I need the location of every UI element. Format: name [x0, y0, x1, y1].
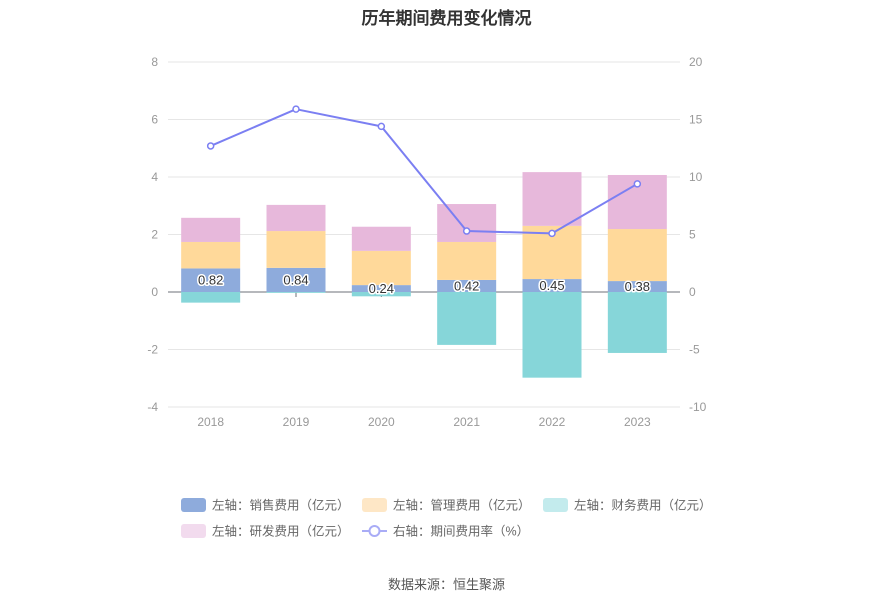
- legend-item-rnd[interactable]: 左轴：研发费用（亿元）: [181, 524, 350, 539]
- legend-swatch-icon: [362, 498, 387, 512]
- left-y-axis: 8 6 4 2 0 -2 -4: [147, 55, 158, 414]
- data-label-sales-2022: 0.45: [539, 278, 564, 293]
- legend-item-finance[interactable]: 左轴：财务费用（亿元）: [543, 498, 712, 513]
- line-point-expense-ratio-2022: [548, 229, 556, 238]
- data-label-sales-2020: 0.24: [369, 281, 394, 296]
- left-axis-tick-label: 6: [151, 113, 158, 127]
- left-axis-tick-label: 8: [151, 55, 158, 69]
- legend-label: 左轴：研发费用（亿元）: [212, 524, 350, 539]
- left-axis-tick-label: -4: [147, 400, 158, 414]
- legend-circle-icon: [368, 525, 381, 537]
- chart-title: 历年期间费用变化情况: [361, 9, 532, 28]
- data-label-sales-2018: 0.82: [198, 273, 223, 288]
- line-series-expense-ratio: [206, 105, 642, 238]
- line-point-expense-ratio-2020: [377, 122, 386, 131]
- line-path-expense-ratio: [210, 108, 638, 235]
- right-axis-tick-label: 20: [689, 55, 703, 69]
- legend-label: 左轴：财务费用（亿元）: [574, 498, 712, 513]
- bar-sales-2020: [351, 285, 411, 292]
- bar-finance-2023: [607, 292, 667, 353]
- right-axis-tick-label: 5: [689, 228, 696, 242]
- x-axis: 2018 2019 2020 2021 2022 2023: [168, 291, 680, 429]
- right-axis-tick-label: -10: [689, 400, 707, 414]
- bar-rnd-2020: [351, 226, 411, 251]
- left-axis-tick-label: -2: [147, 343, 158, 357]
- x-axis-tick-label: 2023: [624, 415, 651, 429]
- bar-management-2023: [607, 229, 667, 282]
- bar-sales-2019: [266, 267, 326, 292]
- bar-finance-2021: [437, 292, 497, 345]
- bar-finance-2022: [522, 292, 582, 378]
- left-axis-tick-label: 4: [151, 170, 158, 184]
- bar-rnd-2021: [437, 204, 497, 242]
- legend-label: 右轴：期间费用率（%）: [393, 524, 529, 539]
- bar-finance-2018: [181, 292, 241, 303]
- stacked-bars: [181, 172, 667, 378]
- data-label-sales-2021: 0.42: [454, 278, 479, 293]
- legend-item-expense-ratio[interactable]: 右轴：期间费用率（%）: [362, 524, 529, 539]
- legend-label: 左轴：管理费用（亿元）: [393, 498, 531, 513]
- right-axis-tick-label: -5: [689, 343, 700, 357]
- line-point-expense-ratio-2023: [633, 180, 642, 188]
- left-axis-tick-label: 0: [151, 285, 158, 299]
- bar-sales-2022: [522, 279, 582, 292]
- bar-management-2019: [266, 231, 326, 268]
- bar-management-2021: [437, 241, 497, 280]
- line-point-expense-ratio-2021: [462, 227, 471, 235]
- right-axis-tick-label: 15: [689, 113, 703, 127]
- bar-sales-2023: [607, 281, 667, 292]
- legend-swatch-icon: [181, 524, 206, 538]
- legend-label: 左轴：销售费用（亿元）: [212, 498, 350, 513]
- left-axis-tick-label: 2: [151, 228, 158, 242]
- bar-finance-2020: [351, 292, 411, 297]
- grid-lines: [168, 61, 680, 408]
- data-label-sales-2023: 0.38: [625, 279, 650, 294]
- x-axis-tick-label: 2019: [283, 415, 310, 429]
- legend-swatch-icon: [181, 498, 206, 512]
- x-axis-tick-label: 2018: [197, 415, 224, 429]
- bar-management-2020: [351, 250, 411, 286]
- line-point-expense-ratio-2018: [206, 142, 215, 150]
- right-y-axis: 20 15 10 5 0 -5 -10: [689, 55, 707, 414]
- right-axis-tick-label: 0: [689, 285, 696, 299]
- legend-swatch-icon: [543, 498, 568, 512]
- bar-management-2018: [181, 241, 241, 269]
- data-labels: 0.82 0.84 0.24 0.42 0.45 0.38: [197, 271, 652, 298]
- x-axis-tick-label: 2020: [368, 415, 395, 429]
- bar-sales-2021: [437, 279, 497, 292]
- bar-rnd-2018: [181, 217, 241, 242]
- legend-item-management[interactable]: 左轴：管理费用（亿元）: [362, 498, 531, 513]
- bar-finance-2019: [266, 292, 326, 293]
- data-label-sales-2019: 0.84: [283, 272, 308, 287]
- x-axis-tick-label: 2022: [539, 415, 566, 429]
- bar-rnd-2022: [522, 172, 582, 226]
- bar-sales-2018: [181, 268, 241, 292]
- data-source-note: 数据来源：恒生聚源: [387, 577, 505, 592]
- legend: 左轴：销售费用（亿元） 左轴：管理费用（亿元） 左轴：财务费用（亿元） 左轴：研发费用…: [181, 498, 712, 539]
- right-axis-tick-label: 10: [689, 170, 703, 184]
- bar-rnd-2019: [266, 204, 326, 232]
- legend-item-sales[interactable]: 左轴：销售费用（亿元）: [181, 498, 350, 513]
- x-axis-tick-label: 2021: [453, 415, 480, 429]
- line-point-expense-ratio-2019: [292, 105, 300, 113]
